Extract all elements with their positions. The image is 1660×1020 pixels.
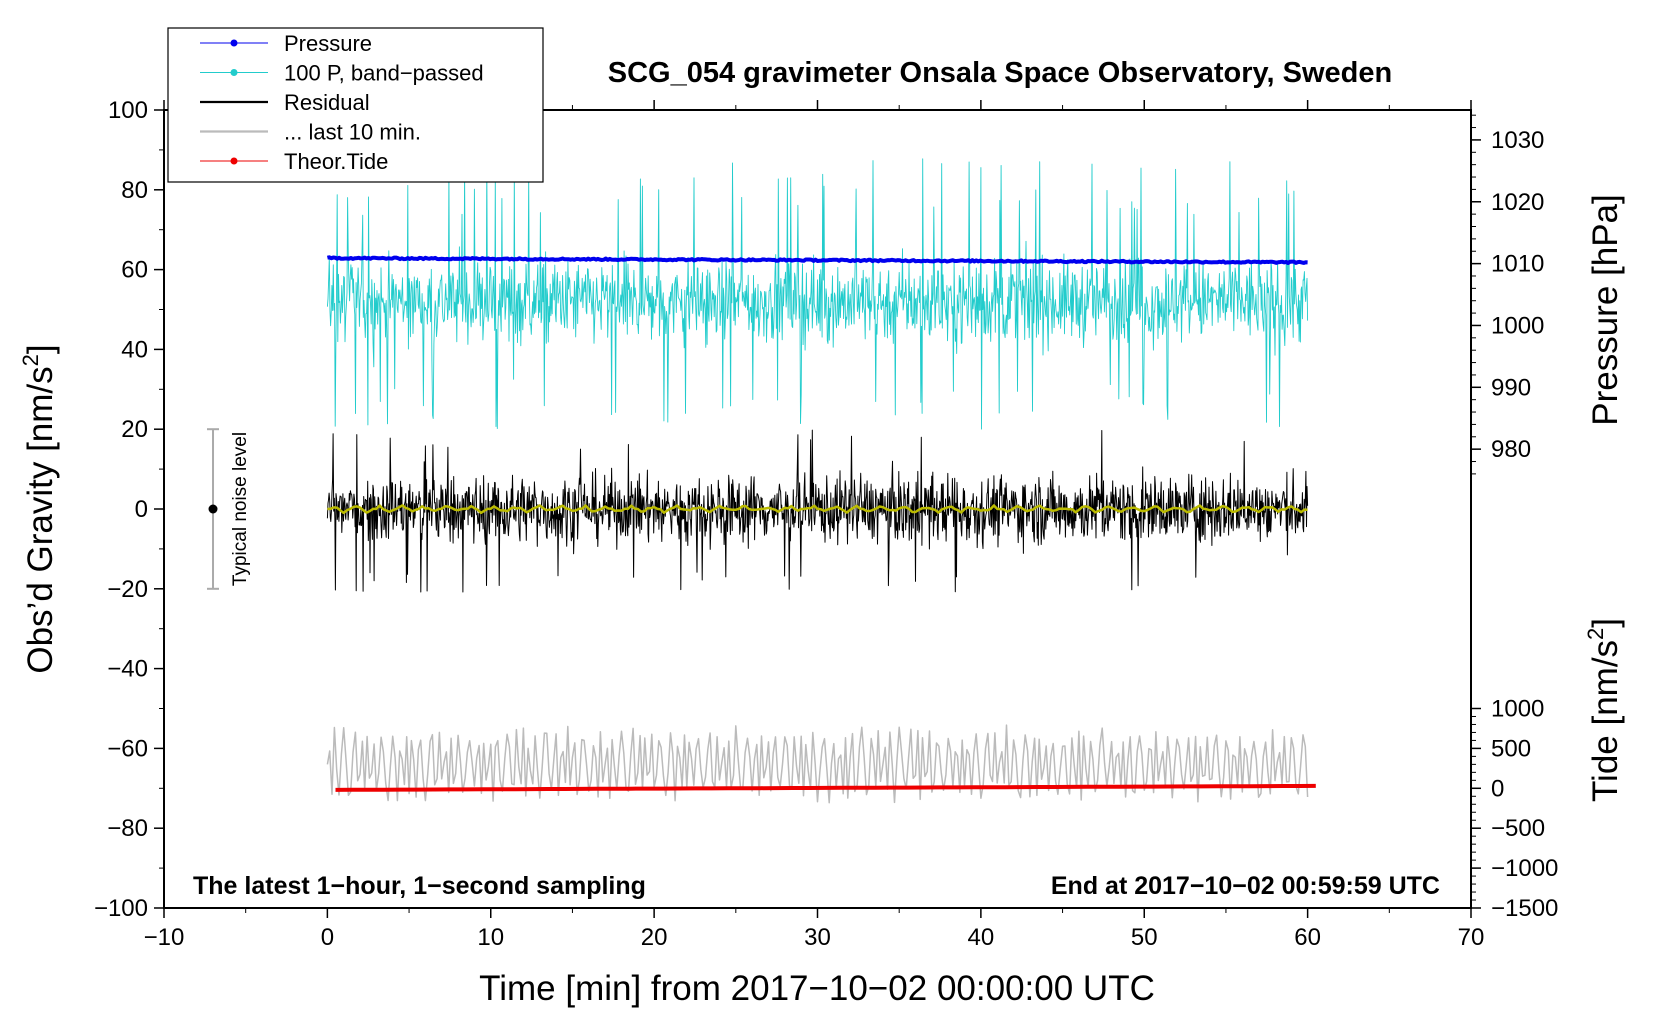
legend-label: Residual xyxy=(284,90,370,115)
series-last-10-min xyxy=(326,724,1309,804)
y-tick-label: −60 xyxy=(107,735,148,762)
legend-marker xyxy=(230,39,238,47)
noise-center-dot xyxy=(208,504,218,514)
pressure-tick-label: 1010 xyxy=(1491,251,1544,278)
y-tick-label: −20 xyxy=(107,576,148,603)
y-axis-label-gravity: Obs’d Gravity [nm/s2] xyxy=(18,344,60,673)
y-axis-label-pressure: Pressure [hPa] xyxy=(1586,194,1625,426)
y-axis-gravity: −100 −80 −60 −40 −20 0 20 40 60 80 100 xyxy=(94,97,164,922)
chart-title: SCG_054 gravimeter Onsala Space Observat… xyxy=(608,57,1392,89)
legend-marker xyxy=(230,157,238,165)
tide-tick-label: −1500 xyxy=(1491,895,1558,922)
pressure-tick-label: 990 xyxy=(1491,374,1531,401)
y-tick-label: 20 xyxy=(121,416,148,443)
x-tick-label: 10 xyxy=(477,924,504,951)
pressure-tick-label: 1020 xyxy=(1491,189,1544,216)
y-axis-pressure: 980 990 1000 1010 1020 1030 xyxy=(1471,114,1544,475)
noise-level-indicator: Typical noise level xyxy=(207,428,251,590)
pressure-tick-label: 980 xyxy=(1491,436,1531,463)
series-layer xyxy=(326,158,1316,804)
tide-tick-label: 500 xyxy=(1491,735,1531,762)
pressure-tick-label: 1030 xyxy=(1491,127,1544,154)
legend-label: Pressure xyxy=(284,31,372,56)
y-tick-label: −80 xyxy=(107,815,148,842)
pressure-tick-label: 1000 xyxy=(1491,312,1544,339)
legend-label: 100 P, band−passed xyxy=(284,61,484,86)
plot-area: Typical noise level xyxy=(163,109,1472,909)
x-tick-label: −10 xyxy=(144,924,185,951)
tide-tick-label: 1000 xyxy=(1491,696,1544,723)
legend-label: Theor.Tide xyxy=(284,149,388,174)
x-tick-label: 30 xyxy=(804,924,831,951)
y-tick-label: −40 xyxy=(107,656,148,683)
tide-tick-label: −1000 xyxy=(1491,855,1558,882)
x-tick-label: 0 xyxy=(321,924,334,951)
tide-tick-label: 0 xyxy=(1491,775,1504,802)
x-tick-label: 70 xyxy=(1458,924,1485,951)
legend: Pressure 100 P, band−passed Residual ... la… xyxy=(167,27,544,183)
y-tick-label: 100 xyxy=(108,97,148,124)
y-tick-label: −100 xyxy=(94,895,148,922)
legend-label: ... last 10 min. xyxy=(284,120,421,145)
y-tick-label: 80 xyxy=(121,177,148,204)
series-residual-smoothed xyxy=(327,504,1308,515)
x-tick-label: 40 xyxy=(968,924,995,951)
tide-tick-label: −500 xyxy=(1491,815,1545,842)
x-tick-label: 20 xyxy=(641,924,668,951)
x-axis: −10 0 10 20 30 40 50 60 70 xyxy=(144,100,1485,951)
x-tick-label: 50 xyxy=(1131,924,1158,951)
y-tick-label: 60 xyxy=(121,257,148,284)
y-axis-tide: 1000 500 0 −500 −1000 −1500 xyxy=(1471,696,1558,922)
legend-marker xyxy=(230,69,238,76)
y-tick-label: 0 xyxy=(135,496,148,523)
annotation-end-time: End at 2017−10−02 00:59:59 UTC xyxy=(1051,872,1440,900)
series-pressure xyxy=(326,255,1308,265)
x-axis-label: Time [min] from 2017−10−02 00:00:00 UTC xyxy=(479,969,1155,1008)
x-tick-label: 60 xyxy=(1294,924,1321,951)
series-100p-band-passed xyxy=(326,158,1309,430)
annotation-sampling: The latest 1−hour, 1−second sampling xyxy=(193,872,646,900)
y-tick-label: 40 xyxy=(121,336,148,363)
y-axis-label-tide: Tide [nm/s2] xyxy=(1583,618,1625,802)
noise-label: Typical noise level xyxy=(230,432,251,586)
series-theor-tide xyxy=(335,783,1316,792)
legend-box xyxy=(167,27,544,183)
